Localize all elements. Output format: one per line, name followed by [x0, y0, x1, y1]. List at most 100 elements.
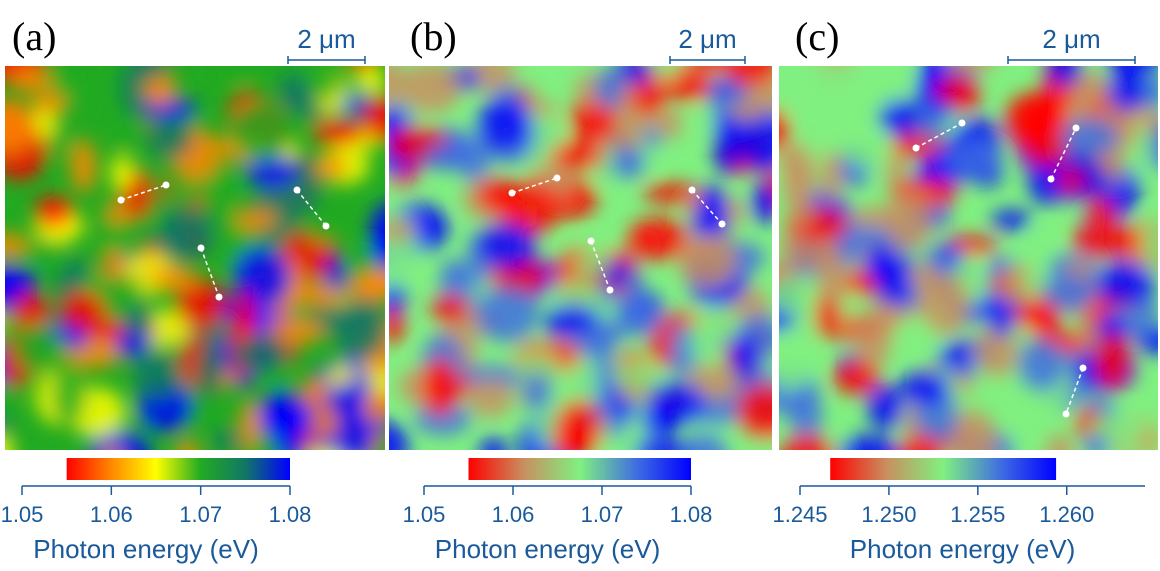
blob — [610, 361, 665, 392]
axis-label: Photon energy (eV) — [435, 534, 660, 564]
blob — [689, 316, 721, 367]
blob — [312, 119, 365, 147]
blob — [115, 124, 137, 151]
blob — [780, 434, 833, 450]
tick-label: 1.08 — [269, 502, 312, 527]
blob — [842, 126, 891, 172]
blob — [1057, 168, 1083, 193]
blob — [573, 253, 607, 276]
colorbar — [468, 458, 691, 480]
blob — [84, 318, 126, 340]
blob — [722, 66, 772, 87]
blob — [974, 321, 1019, 377]
blob — [230, 208, 279, 231]
blob — [681, 432, 728, 450]
blob — [820, 150, 843, 203]
blob — [146, 113, 194, 160]
blob — [1047, 66, 1082, 88]
marker-dot — [1047, 175, 1055, 183]
blob — [5, 416, 12, 440]
blob — [1071, 221, 1135, 258]
marker-dot — [1079, 364, 1087, 372]
blob — [389, 265, 402, 288]
blob — [988, 300, 1015, 338]
dashed-link — [296, 189, 327, 227]
dashed-link — [915, 122, 963, 149]
scale-bar — [669, 56, 746, 64]
blob — [839, 434, 899, 450]
blob — [779, 110, 791, 150]
blob — [570, 354, 599, 415]
blob — [229, 101, 293, 161]
blob — [5, 380, 19, 411]
blob — [12, 292, 51, 333]
blob — [414, 402, 471, 436]
blob — [478, 222, 536, 270]
blob — [884, 192, 934, 249]
blob — [149, 266, 199, 292]
blob — [1106, 67, 1149, 113]
blob — [991, 209, 1032, 230]
map-blobs — [389, 66, 772, 450]
axis-label: Photon energy (eV) — [850, 534, 1075, 564]
blob — [233, 290, 255, 352]
blob — [1085, 198, 1115, 227]
blob — [110, 155, 134, 192]
tick-label: 1.07 — [179, 502, 222, 527]
blob — [921, 273, 970, 336]
blob — [275, 403, 307, 450]
blob — [594, 68, 625, 109]
blob — [737, 109, 772, 172]
blob — [245, 154, 298, 189]
blob — [210, 429, 245, 450]
blob — [899, 434, 942, 450]
blob — [9, 67, 53, 93]
tick-label: 1.255 — [950, 502, 1005, 527]
blob — [522, 373, 552, 412]
scale-bar-label: 2 μm — [678, 24, 736, 54]
blob — [176, 438, 198, 450]
blob — [1060, 118, 1119, 157]
blob — [878, 98, 924, 138]
blob — [850, 206, 904, 229]
blob — [729, 99, 764, 121]
blob — [698, 184, 728, 237]
blob — [346, 272, 385, 302]
marker-dot — [197, 244, 205, 252]
scale-bar-label: 2 μm — [297, 24, 355, 54]
blob — [175, 279, 227, 330]
blob — [5, 434, 14, 450]
blob — [613, 147, 646, 178]
blob — [665, 70, 713, 103]
blob — [1032, 230, 1056, 252]
marker-dot — [688, 186, 696, 194]
blob — [616, 301, 664, 337]
blob — [1095, 260, 1156, 306]
blob — [327, 382, 366, 419]
blob — [104, 203, 133, 224]
marker-dot — [606, 286, 614, 294]
blob — [5, 232, 30, 259]
blob — [633, 437, 691, 450]
blob — [59, 290, 105, 331]
blob — [833, 359, 880, 395]
blob — [422, 142, 473, 170]
blob — [1089, 411, 1151, 446]
blob — [475, 285, 539, 342]
blob — [867, 384, 904, 430]
blob — [233, 334, 290, 373]
blob — [102, 445, 120, 450]
blob — [1017, 337, 1066, 392]
marker-dot — [508, 189, 516, 197]
blob — [5, 268, 39, 290]
dashed-link — [1065, 367, 1084, 415]
marker-dot — [553, 174, 561, 182]
blob — [787, 185, 813, 231]
tick-label: 1.245 — [772, 502, 827, 527]
marker-dot — [958, 119, 966, 127]
blob — [302, 375, 325, 406]
blob — [34, 195, 74, 228]
blob — [1120, 445, 1158, 450]
blob — [160, 208, 215, 261]
